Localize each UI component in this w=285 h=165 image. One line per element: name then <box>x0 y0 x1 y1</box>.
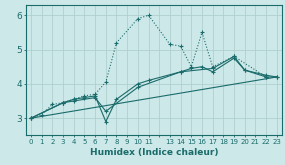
X-axis label: Humidex (Indice chaleur): Humidex (Indice chaleur) <box>90 148 218 157</box>
